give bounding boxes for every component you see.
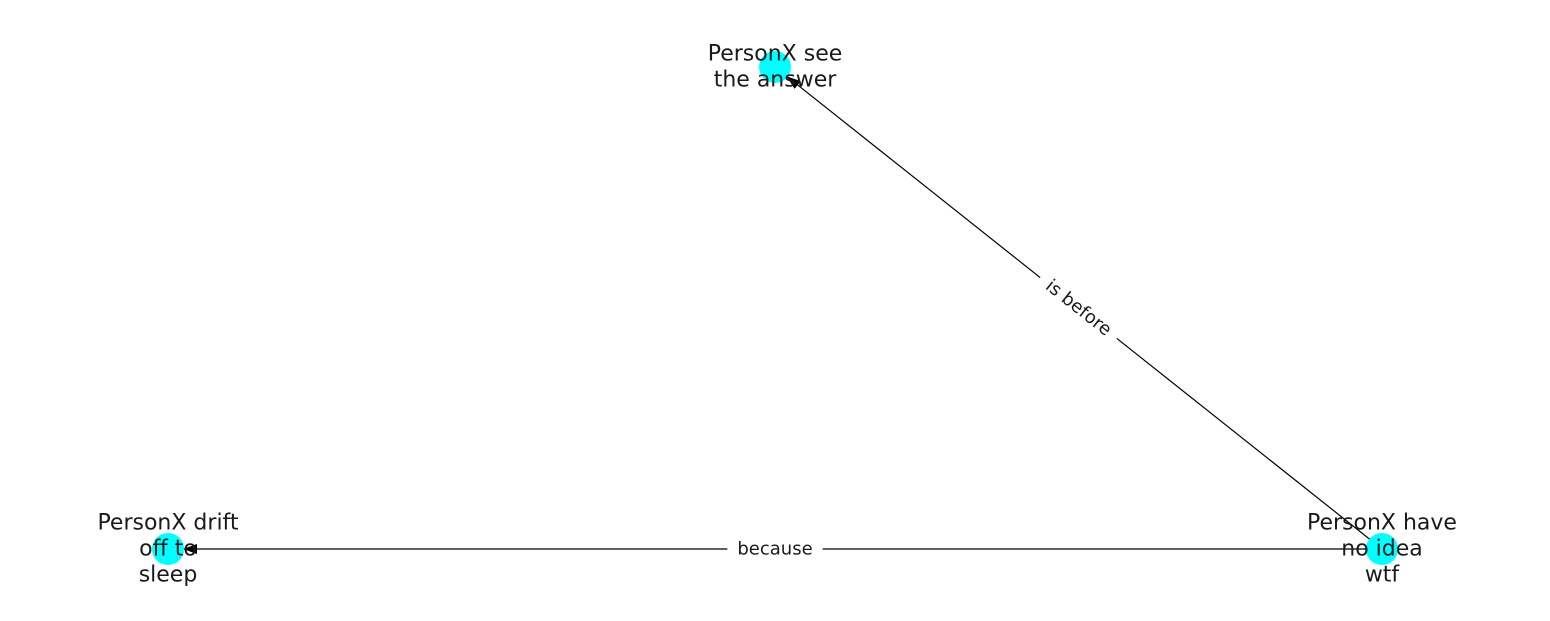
edge-label: because (737, 539, 812, 560)
edge-label: is before (1041, 276, 1115, 341)
node-label-see_answer: PersonX see the answer (708, 42, 843, 93)
node-label-line: no idea (1341, 537, 1423, 562)
node-drift_off (152, 533, 184, 565)
node-label-line: off to (139, 537, 197, 562)
node-label-line: PersonX drift (97, 511, 238, 536)
node-no_idea (1366, 533, 1398, 565)
node-label-line: sleep (139, 563, 198, 588)
node-see_answer (759, 51, 791, 83)
edge-label-background (727, 536, 823, 562)
edges-layer (183, 76, 1383, 554)
edge-label-group-1: because (727, 536, 823, 562)
node-label-line: PersonX see (708, 42, 843, 67)
node-label-line: the answer (714, 68, 838, 93)
edge-label-background (1032, 267, 1125, 349)
nodes-layer (152, 51, 1398, 565)
node-label-line: PersonX have (1307, 511, 1457, 536)
node-label-drift_off: PersonX drift off to sleep (97, 511, 238, 588)
edge-label-group-0: is before (1032, 267, 1125, 349)
node-label-no_idea: PersonX have no idea wtf (1307, 511, 1457, 588)
node-label-line: wtf (1365, 563, 1401, 588)
